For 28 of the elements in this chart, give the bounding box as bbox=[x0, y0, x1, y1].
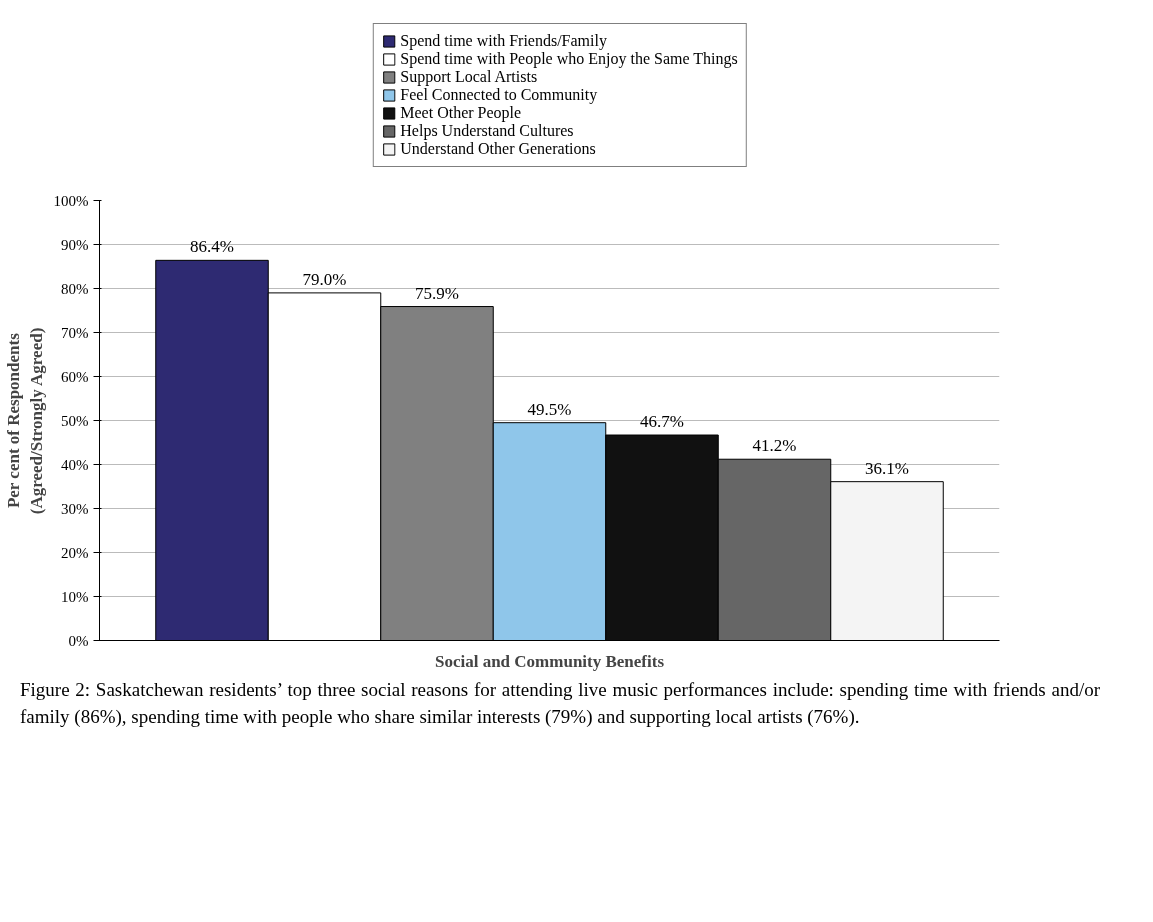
data-label: 49.5% bbox=[527, 399, 572, 419]
data-label: 75.9% bbox=[415, 283, 459, 303]
y-tick-label: 20% bbox=[61, 544, 89, 561]
y-tick-label: 80% bbox=[61, 280, 89, 297]
caption: Figure 2: Saskatchewan residents’ top three social reasons for attending live music performances include: spending time with friends and/or family (86%), spending time with people who share similar interests (79%) and supporting local artists (76%). bbox=[20, 678, 1100, 729]
y-axis-title: Per cent of Respondents (Agreed/Strongly Agreed) bbox=[3, 327, 46, 515]
y-tick-label: 60% bbox=[61, 368, 89, 385]
legend-label: Feel Connected to Community bbox=[400, 86, 598, 104]
data-label: 41.2% bbox=[752, 436, 797, 456]
data-label: 36.1% bbox=[865, 458, 909, 478]
legend-label: Helps Understand Cultures bbox=[400, 122, 574, 140]
y-tick-label: 70% bbox=[61, 324, 89, 341]
y-tick-label: 10% bbox=[61, 588, 89, 605]
legend-label: Meet Other People bbox=[400, 104, 522, 122]
data-label: 46.7% bbox=[640, 412, 684, 432]
y-tick-label: 40% bbox=[61, 456, 89, 473]
legend-label: Understand Other Generations bbox=[400, 140, 596, 158]
data-label: 79.0% bbox=[302, 269, 347, 289]
y-tick-label: 100% bbox=[53, 192, 89, 209]
y-tick-label: 50% bbox=[61, 412, 89, 429]
legend-label: Spend time with People who Enjoy the Same Things bbox=[400, 50, 738, 68]
y-tick-label: 30% bbox=[61, 500, 89, 517]
x-axis-title: Social and Community Benefits bbox=[434, 651, 665, 671]
y-tick-label: 90% bbox=[61, 236, 89, 253]
legend-label: Support Local Artists bbox=[400, 68, 538, 86]
data-label: 86.4% bbox=[190, 237, 234, 257]
y-tick-label: 0% bbox=[68, 632, 89, 649]
legend-label: Spend time with Friends/Family bbox=[400, 32, 607, 50]
